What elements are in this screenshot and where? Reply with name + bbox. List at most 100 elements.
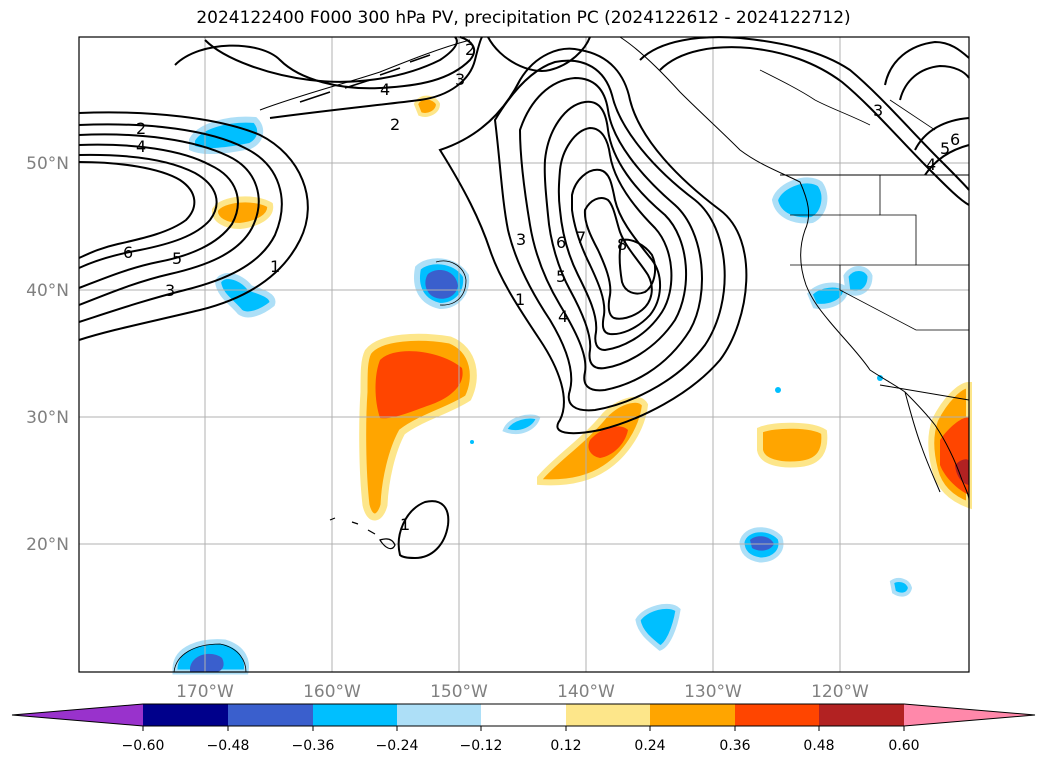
pv-contour-east-3	[884, 40, 970, 86]
coast-hawaii	[329, 517, 396, 550]
precip-core-darkred-mexico	[955, 459, 969, 485]
contour-label: 2	[465, 40, 475, 59]
contour-label: 6	[556, 233, 566, 252]
pv-contour-east-6	[924, 144, 970, 176]
precip-outline-bottom	[173, 643, 247, 673]
precip-blob-small-blue	[502, 414, 541, 435]
lat-label-20n: 20°N	[26, 535, 69, 555]
graticule	[79, 37, 969, 672]
precip-dot	[775, 387, 781, 393]
contour-label: 1	[515, 290, 525, 309]
colorbar-segment	[397, 704, 481, 726]
precip-core-blue-bottom	[190, 653, 224, 672]
colorbar-ticks	[142, 726, 905, 731]
pv-contour-north-1	[174, 36, 476, 90]
precip-blob-orange-pacific	[757, 422, 828, 468]
pv-contour-north-4	[487, 36, 591, 72]
pv-contour-east-5	[914, 117, 970, 151]
contour-label: 1	[400, 515, 410, 534]
colorbar-segment	[735, 704, 819, 726]
lon-label-140w: 140°W	[557, 682, 615, 702]
lon-label-120w: 120°W	[811, 682, 869, 702]
contour-label: 4	[136, 137, 146, 156]
pv-contour-trough-5	[557, 126, 673, 352]
colorbar-segment	[650, 704, 735, 726]
longitude-labels: 170°W 160°W 150°W 140°W 130°W 120°W	[176, 682, 869, 702]
contour-label: 2	[136, 119, 146, 138]
pv-contour-labels: 2 4 6 5 3 1 4 2 3 2 3 6 5 7 8 1 4 3 5 6 …	[123, 40, 960, 534]
contour-label: 5	[172, 249, 182, 268]
contour-label: 6	[123, 243, 133, 262]
colorbar-tick-label: −0.48	[207, 738, 250, 754]
colorbar-segment	[313, 704, 397, 726]
precip-blob-blue-nevada	[843, 266, 873, 296]
coastlines	[173, 36, 970, 673]
lon-label-160w: 160°W	[303, 682, 361, 702]
lon-label-150w: 150°W	[430, 682, 488, 702]
border-states	[879, 175, 969, 266]
lon-label-130w: 130°W	[684, 682, 742, 702]
colorbar-segment	[819, 704, 904, 726]
precip-core-large-red	[375, 351, 463, 419]
coast-aleutians	[259, 39, 471, 111]
coast-canada-interior	[759, 69, 936, 131]
contour-label: 5	[556, 267, 566, 286]
lat-label-30n: 30°N	[26, 408, 69, 428]
precip-blob-small-orange	[413, 95, 441, 117]
contour-label: 4	[926, 155, 936, 174]
contour-label: 6	[950, 130, 960, 149]
contour-label: 3	[165, 281, 175, 300]
contour-label: 3	[873, 101, 883, 120]
precip-blob-blue-tropical	[635, 603, 681, 651]
contour-label: 5	[940, 139, 950, 158]
colorbar-tick-label: −0.12	[460, 738, 503, 754]
pv-contour-trough-3	[518, 76, 703, 392]
pv-contour-6	[78, 161, 196, 259]
colorbar-tick-label: −0.60	[122, 738, 165, 754]
contour-label: 4	[380, 80, 390, 99]
colorbar-segment	[481, 704, 566, 726]
pv-contour-1	[78, 111, 309, 341]
contour-label: 3	[516, 230, 526, 249]
colorbar-extend-min	[12, 704, 143, 726]
colorbar-tick-label: 0.12	[550, 738, 581, 754]
pv-contour-hawaii	[397, 500, 450, 560]
map-frame	[78, 36, 970, 673]
chart-title: 2024122400 F000 300 hPa PV, precipitatio…	[196, 8, 851, 28]
precip-blob-blue-west	[214, 273, 276, 318]
pv-contour-2	[78, 123, 283, 323]
precip-blob-orange-west	[212, 196, 274, 230]
pv-contour-trough-1	[438, 47, 748, 435]
coast-north-america	[619, 36, 970, 501]
colorbar-tick-label: −0.36	[292, 738, 335, 754]
pv-contour-trough-8	[618, 238, 657, 295]
precip-blob-small-blue-east	[889, 578, 913, 597]
precip-outline	[435, 260, 467, 306]
colorbar: −0.60 −0.48 −0.36 −0.24 −0.12 0.12 0.24 …	[11, 703, 1036, 754]
colorbar-segment	[228, 704, 313, 726]
pv-contour-5	[78, 153, 218, 269]
colorbar-extend-max	[904, 704, 1035, 726]
border-states-west	[790, 214, 969, 331]
latitude-labels: 50°N 40°N 30°N 20°N	[26, 154, 69, 555]
colorbar-tick-label: 0.48	[803, 738, 834, 754]
contour-label: 8	[617, 235, 627, 254]
colorbar-tick-label: 0.60	[888, 738, 919, 754]
pv-contour-north-3	[269, 36, 483, 119]
colorbar-segment	[143, 704, 228, 726]
lat-label-50n: 50°N	[26, 154, 69, 174]
pv-contour-trough-4	[543, 100, 688, 370]
pv-contour-trough-6	[571, 168, 661, 336]
precip-dot	[877, 375, 883, 381]
colorbar-tick-label: −0.24	[376, 738, 419, 754]
colorbar-tick-label: 0.24	[634, 738, 665, 754]
precip-core-blue-central	[425, 270, 458, 299]
pv-contours	[78, 36, 970, 560]
precip-dot	[470, 440, 474, 444]
pv-contour-east-2	[659, 46, 970, 206]
lon-label-170w: 170°W	[176, 682, 234, 702]
pv-contour-north-2	[204, 36, 458, 83]
precip-blob-blue-washington	[771, 177, 828, 224]
colorbar-segment	[566, 704, 650, 726]
